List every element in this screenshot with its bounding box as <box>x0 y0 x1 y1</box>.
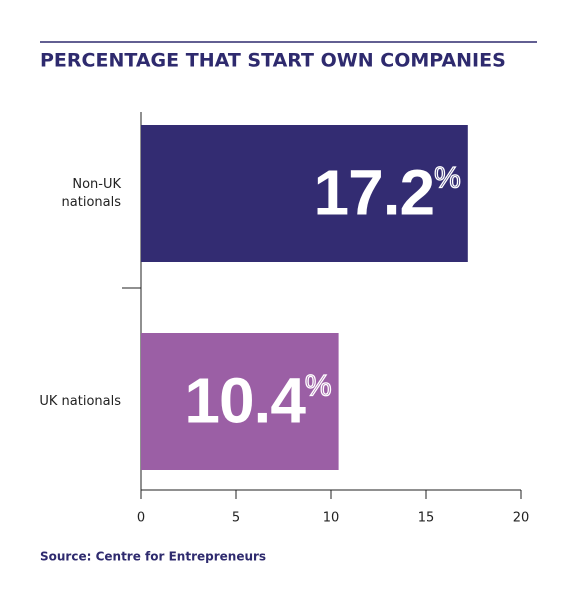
bar <box>141 125 468 262</box>
source: Source: Centre for Entrepreneurs <box>40 550 266 564</box>
value-label: 10.4% <box>184 364 331 436</box>
value-label: 17.2% <box>314 156 461 228</box>
chart-title: PERCENTAGE THAT START OWN COMPANIES <box>40 50 506 72</box>
bar <box>141 333 339 470</box>
y-tick-label: Non-UK nationals <box>61 176 121 210</box>
x-tick-label: 20 <box>513 511 530 526</box>
x-tick-label: 10 <box>323 511 340 526</box>
x-tick-label: 5 <box>232 511 240 526</box>
x-tick-label: 0 <box>137 511 145 526</box>
x-tick-label: 15 <box>418 511 435 526</box>
y-tick-label: UK nationals <box>39 393 121 409</box>
